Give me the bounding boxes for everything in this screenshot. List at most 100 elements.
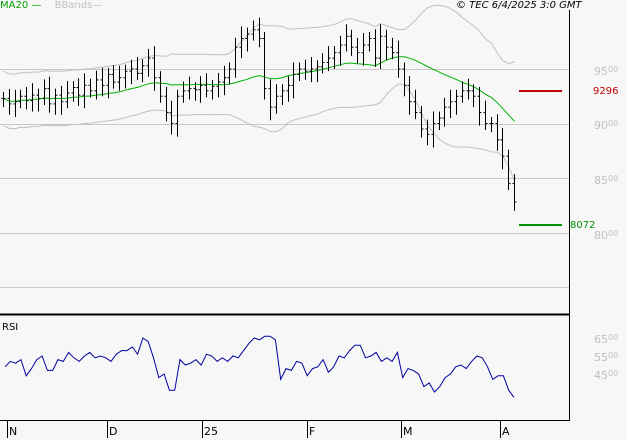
ohlc-bar (489, 116, 494, 133)
x-axis-tick-label: A (502, 425, 510, 438)
ohlc-bar (378, 24, 383, 69)
ohlc-bar (158, 71, 163, 103)
ohlc-bar (355, 37, 360, 64)
rsi-line (4, 335, 515, 398)
ohlc-bar (24, 86, 29, 110)
ohlc-bar (431, 111, 436, 148)
ohlc-bar (36, 88, 41, 112)
ohlc-bar (297, 62, 302, 81)
ohlc-bar (402, 62, 407, 97)
price-grid (0, 69, 569, 288)
ohlc-bar (437, 111, 442, 131)
ohlc-bar (425, 119, 430, 146)
ohlc-bar (291, 62, 296, 99)
ohlc-bar (384, 29, 389, 61)
ohlc-bar (239, 26, 244, 59)
x-axis-tick-label: N (9, 425, 18, 438)
x-axis-ticks (7, 421, 501, 438)
ohlc-bar (204, 73, 209, 98)
legend-bbands: BBands— (54, 0, 103, 11)
rsi-title: RSI (2, 322, 19, 333)
ohlc-bar (349, 29, 354, 56)
x-axis-tick-label: F (309, 425, 316, 438)
ohlc-bar (233, 37, 238, 78)
ohlc-bar (483, 100, 488, 131)
ohlc-bar (71, 80, 76, 102)
price-axis-tick-label: 8500 (594, 174, 619, 187)
ohlc-bar (373, 29, 378, 67)
ohlc-bar (361, 33, 366, 66)
ohlc-bar (251, 20, 256, 41)
ohlc-bar (135, 57, 140, 80)
ohlc-bar (413, 89, 418, 120)
ohlc-bar (164, 86, 169, 122)
ohlc-bar (1, 91, 6, 108)
x-axis-tick-label: M (403, 425, 413, 438)
ohlc-bar (332, 46, 337, 69)
ohlc-bar (59, 85, 64, 115)
ohlc-bar (390, 37, 395, 60)
resistance-label: 9296 (593, 86, 619, 97)
ohlc-bar (454, 89, 459, 115)
ohlc-bar (13, 89, 18, 117)
ohlc-bar (65, 80, 70, 109)
ohlc-bar (198, 76, 203, 103)
ohlc-bar (94, 70, 99, 100)
ohlc-bar (495, 114, 500, 151)
ohlc-bar (326, 46, 331, 72)
ohlc-bar (245, 27, 250, 52)
x-axis-tick-label: D (109, 425, 118, 438)
ohlc-bar (111, 65, 116, 89)
ohlc-bar (169, 100, 174, 135)
ohlc-bar (7, 89, 12, 115)
ohlc-bar (216, 72, 221, 98)
chart-legend: MA20 — BBands— (0, 0, 102, 12)
ohlc-bar (175, 89, 180, 137)
ma20-line (3, 56, 515, 122)
ohlc-bar (506, 149, 511, 190)
ohlc-bar (193, 82, 198, 101)
ohlc-bar (344, 24, 349, 52)
price-axis-tick-label: 9000 (594, 119, 619, 132)
ohlc-bar (106, 67, 111, 99)
ohlc-bar (315, 60, 320, 83)
ohlc-bar (210, 79, 215, 100)
rsi-axis-tick-label: 6500 (594, 333, 619, 346)
ohlc-bar (88, 78, 93, 98)
ohlc-bar (47, 76, 52, 113)
ohlc-bar (140, 59, 145, 83)
ohlc-bar (117, 65, 122, 91)
x-axis-tick-label: 25 (204, 425, 218, 438)
ohlc-bar (448, 89, 453, 119)
ohlc-bar (512, 174, 517, 211)
ohlc-bar (303, 59, 308, 80)
ohlc-bar (367, 31, 372, 52)
ohlc-bar (100, 67, 105, 97)
ohlc-bar (338, 35, 343, 66)
support-label: 8072 (570, 220, 596, 231)
ohlc-bar (53, 88, 58, 115)
ohlc-bar (76, 78, 81, 107)
ohlc-bar (146, 48, 151, 77)
ohlc-bar (262, 31, 267, 100)
rsi-axis-tick-label: 4500 (594, 369, 619, 382)
ohlc-bar (442, 97, 447, 127)
ohlc-bar (222, 65, 227, 96)
ohlc-bar (471, 84, 476, 108)
ohlc-bar (460, 81, 465, 103)
ohlc-bar (187, 76, 192, 100)
price-axis-tick-label: 8000 (594, 229, 619, 242)
ohlc-bar (268, 79, 273, 121)
rsi-axis-tick-label: 5500 (594, 351, 619, 364)
ohlc-bar (286, 76, 291, 102)
ohlc-bar (419, 106, 424, 138)
ohlc-bar (466, 78, 471, 100)
ohlc-bar (181, 81, 186, 103)
ohlc-bar (396, 40, 401, 78)
ohlc-bar (227, 62, 232, 85)
ohlc-bar (500, 127, 505, 170)
ohlc-bar (123, 64, 128, 89)
ohlc-bar (274, 84, 279, 114)
ohlc-bar (129, 59, 134, 85)
